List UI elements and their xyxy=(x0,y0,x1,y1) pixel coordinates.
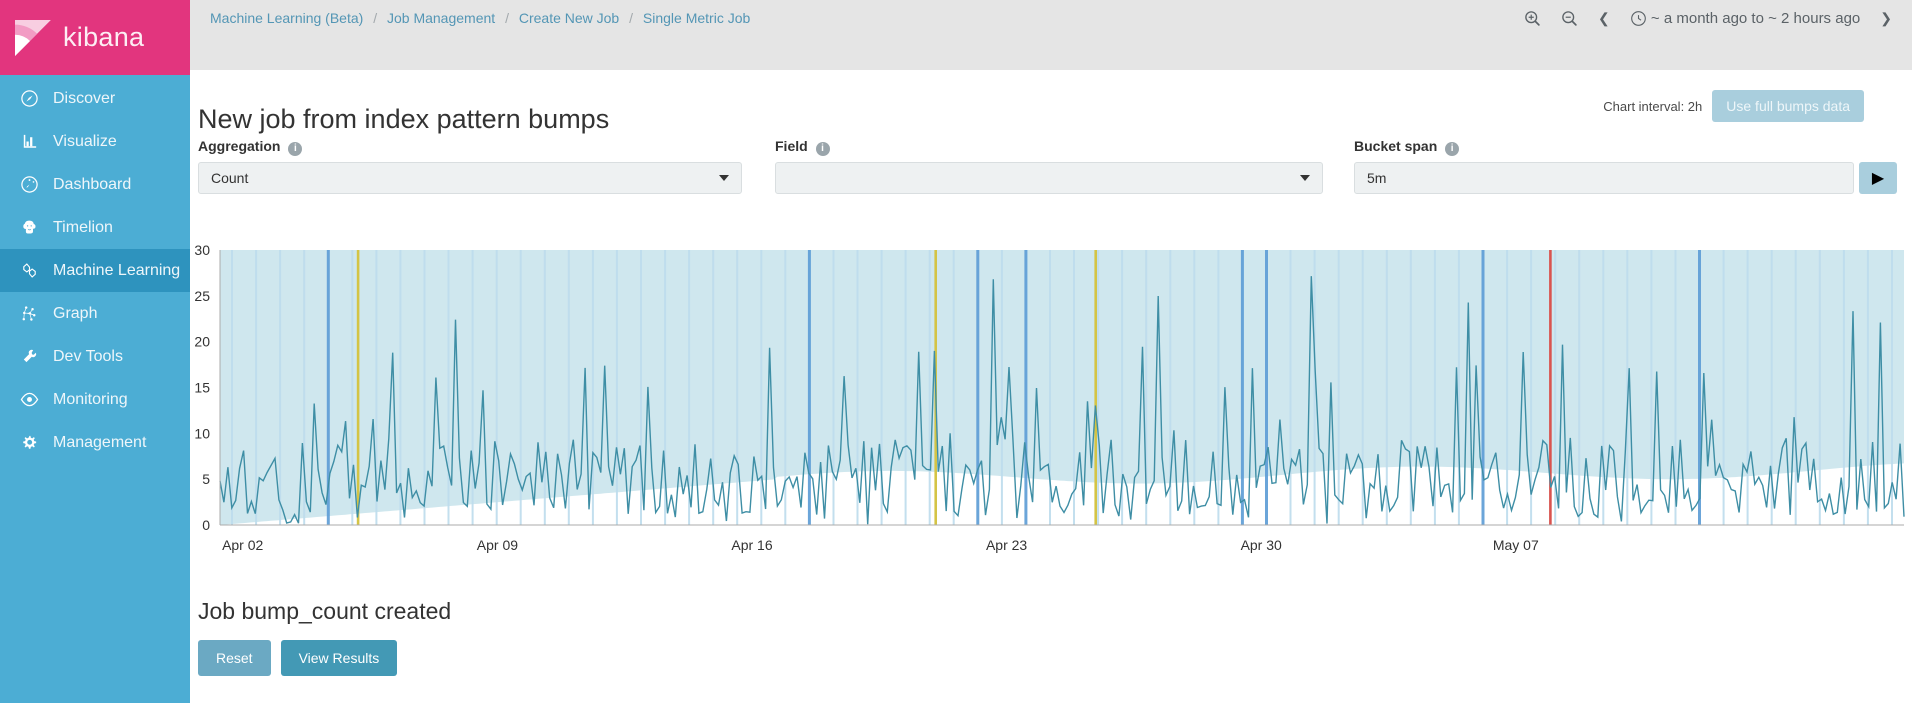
svg-text:25: 25 xyxy=(194,288,210,304)
svg-text:30: 30 xyxy=(194,242,210,258)
svg-text:5: 5 xyxy=(202,471,210,487)
svg-text:Apr 23: Apr 23 xyxy=(986,537,1027,553)
svg-text:0: 0 xyxy=(202,517,210,533)
svg-text:Apr 09: Apr 09 xyxy=(477,537,518,553)
svg-text:10: 10 xyxy=(194,425,210,441)
svg-text:May 07: May 07 xyxy=(1493,537,1539,553)
svg-text:Apr 16: Apr 16 xyxy=(731,537,772,553)
svg-text:Apr 02: Apr 02 xyxy=(222,537,263,553)
svg-text:Apr 30: Apr 30 xyxy=(1241,537,1282,553)
svg-text:20: 20 xyxy=(194,334,210,350)
svg-text:15: 15 xyxy=(194,380,210,396)
